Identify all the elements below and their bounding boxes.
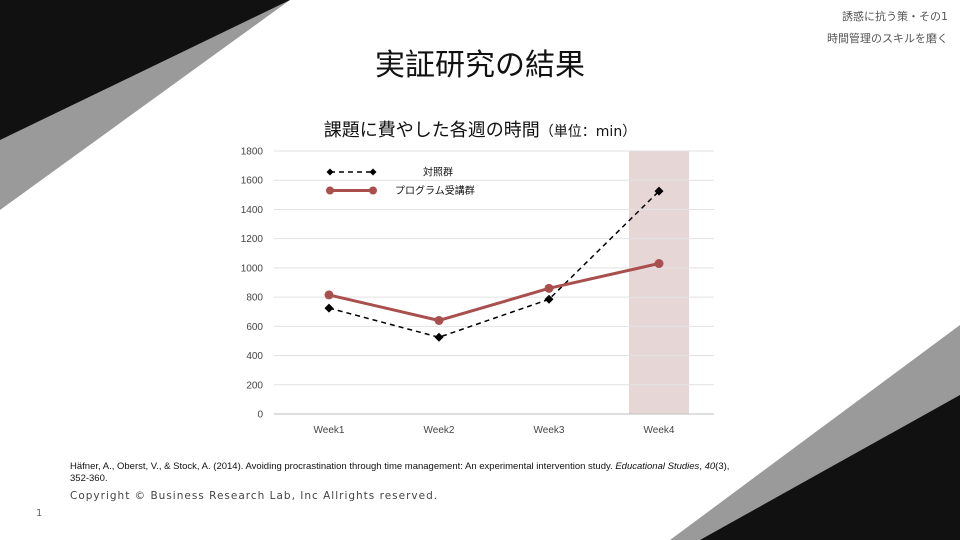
y-tick-label: 600 (246, 322, 263, 333)
series-line-control (328, 190, 660, 339)
y-tick-label: 800 (246, 293, 263, 304)
slide-title: 実証研究の結果 (375, 48, 585, 83)
y-tick-label: 1400 (241, 205, 264, 216)
data-point-control (324, 303, 334, 313)
legend-marker-control (369, 168, 377, 176)
data-point-program (654, 259, 664, 269)
citation-volume: 40 (704, 461, 716, 472)
copyright: Copyright © Business Research Lab, Inc A… (70, 490, 439, 502)
decor-dark-bottom-right (700, 395, 960, 540)
header-topics: 誘惑に抗う策・その1 時間管理のスキルを磨く (827, 6, 948, 50)
legend-marker-control (326, 168, 334, 176)
y-tick-label: 1200 (241, 234, 264, 245)
y-tick-label: 1800 (241, 147, 264, 158)
series-line-program (328, 262, 660, 322)
chart-title-unit: （単位：min） (539, 124, 637, 140)
citation: Häfner, A., Oberst, V., & Stock, A. (201… (70, 461, 730, 485)
legend-marker-program (369, 186, 377, 195)
data-point-control (434, 332, 444, 342)
legend-label: プログラム受講群 (395, 184, 475, 197)
y-tick-label: 1600 (241, 176, 264, 187)
legend-marker-program (326, 186, 334, 195)
data-point-program (434, 315, 444, 325)
citation-authors-title: Häfner, A., Oberst, V., & Stock, A. (201… (70, 461, 616, 472)
chart-title: 課題に費やした各週の時間（単位：min） (0, 116, 960, 142)
header-line-2: 時間管理のスキルを磨く (827, 32, 948, 45)
y-tick-label: 200 (246, 380, 263, 391)
legend-label: 対照群 (423, 166, 453, 179)
x-tick-label: Week3 (534, 425, 565, 436)
data-point-program (324, 290, 334, 300)
data-point-control (544, 294, 554, 304)
decor-dark-top-left (0, 0, 290, 140)
citation-comma: , (699, 461, 705, 472)
page-number: 1 (36, 508, 43, 519)
citation-pages: (3), 352-360. (70, 461, 730, 484)
x-tick-label: Week4 (644, 425, 675, 436)
data-point-program (544, 283, 554, 293)
y-tick-label: 400 (246, 351, 263, 362)
chart-title-main: 課題に費やした各週の時間 (323, 120, 540, 141)
citation-journal: Educational Studies (615, 461, 700, 472)
data-point-control (654, 186, 664, 196)
header-line-1: 誘惑に抗う策・その1 (842, 10, 948, 23)
y-tick-label: 1000 (241, 263, 264, 274)
x-tick-label: Week1 (314, 425, 345, 436)
x-tick-label: Week2 (424, 425, 455, 436)
y-tick-label: 0 (257, 410, 263, 421)
